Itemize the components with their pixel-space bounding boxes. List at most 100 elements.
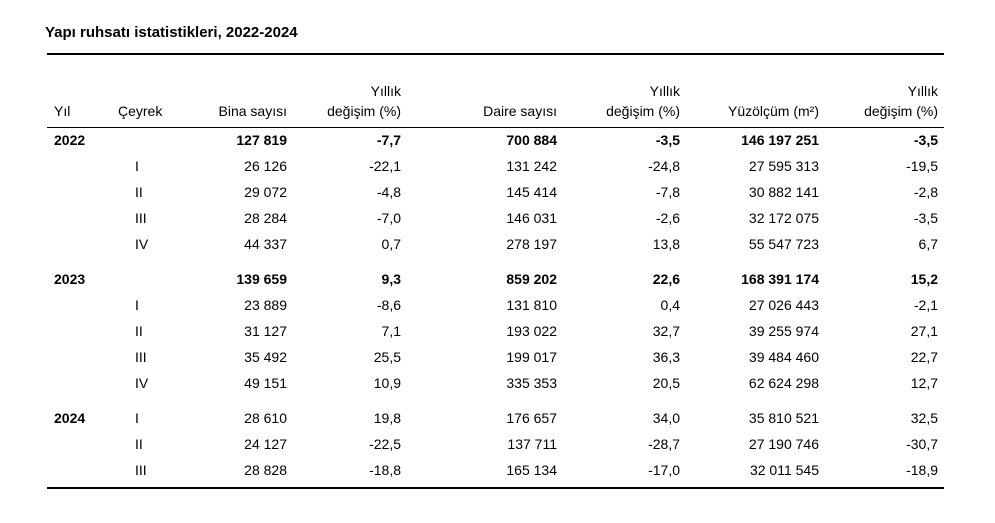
cell-bina-change: 25,5 xyxy=(373,349,401,365)
cell-daire-change: 34,0 xyxy=(652,410,680,426)
page-title: Yapı ruhsatı istatistikleri, 2022-2024 xyxy=(45,24,298,41)
cell-alan-change: -3,5 xyxy=(913,132,938,148)
cell-alan-change: -3,5 xyxy=(913,210,938,226)
cell-bina-change: -7,0 xyxy=(376,210,401,226)
header-daire-change-line2: değişim (%) xyxy=(606,103,680,119)
cell-bina-change: -4,8 xyxy=(376,184,401,200)
table-row: II 29 072 -4,8 145 414 -7,8 30 882 141 -… xyxy=(0,179,995,205)
cell-bina: 127 819 xyxy=(236,132,287,148)
cell-alan: 55 547 723 xyxy=(748,236,819,252)
cell-alan: 39 484 460 xyxy=(748,349,819,365)
cell-alan: 39 255 974 xyxy=(748,323,819,339)
header-bina-change-line1: Yıllık xyxy=(370,83,401,99)
header-divider xyxy=(47,127,944,128)
cell-year: 2023 xyxy=(54,271,86,287)
cell-bina: 35 492 xyxy=(244,349,287,365)
cell-bina-change: -8,6 xyxy=(376,297,401,313)
cell-alan: 168 391 174 xyxy=(741,271,819,287)
cell-alan: 62 624 298 xyxy=(748,375,819,391)
cell-bina-change: -7,7 xyxy=(376,132,401,148)
header-daire-change-line1: Yıllık xyxy=(649,83,680,99)
cell-bina: 44 337 xyxy=(244,236,287,252)
cell-alan: 30 882 141 xyxy=(748,184,819,200)
cell-daire-change: -24,8 xyxy=(648,158,680,174)
cell-daire: 700 884 xyxy=(506,132,557,148)
table-row: II 31 127 7,1 193 022 32,7 39 255 974 27… xyxy=(0,318,995,344)
table-bottom-rule xyxy=(47,487,944,489)
cell-daire-change: 22,6 xyxy=(652,271,680,287)
cell-daire: 199 017 xyxy=(506,349,557,365)
cell-daire: 859 202 xyxy=(506,271,557,287)
cell-bina-change: 0,7 xyxy=(381,236,401,252)
cell-quarter: IV xyxy=(135,236,149,252)
header-daire: Daire sayısı xyxy=(483,103,557,119)
table-row: I 26 126 -22,1 131 242 -24,8 27 595 313 … xyxy=(0,153,995,179)
cell-quarter: III xyxy=(135,210,147,226)
cell-alan-change: 27,1 xyxy=(910,323,938,339)
cell-alan: 27 190 746 xyxy=(748,436,819,452)
table-row: 2022 127 819 -7,7 700 884 -3,5 146 197 2… xyxy=(0,127,995,153)
table-row: IV 44 337 0,7 278 197 13,8 55 547 723 6,… xyxy=(0,231,995,257)
cell-daire: 131 242 xyxy=(506,158,557,174)
cell-daire-change: 32,7 xyxy=(652,323,680,339)
header-alan: Yüzölçüm (m²) xyxy=(727,103,819,119)
cell-daire: 193 022 xyxy=(506,323,557,339)
cell-alan-change: 32,5 xyxy=(910,410,938,426)
cell-bina-change: 9,3 xyxy=(381,271,401,287)
cell-daire-change: -7,8 xyxy=(655,184,680,200)
cell-quarter: III xyxy=(135,462,147,478)
cell-alan-change: -19,5 xyxy=(906,158,938,174)
cell-bina-change: 19,8 xyxy=(373,410,401,426)
cell-bina: 24 127 xyxy=(244,436,287,452)
cell-bina: 139 659 xyxy=(236,271,287,287)
cell-daire-change: -3,5 xyxy=(655,132,680,148)
cell-alan: 27 026 443 xyxy=(748,297,819,313)
cell-bina-change: 7,1 xyxy=(381,323,401,339)
header-yil: Yıl xyxy=(54,103,71,119)
cell-daire: 131 810 xyxy=(506,297,557,313)
header-bina-change-line2: değişim (%) xyxy=(327,103,401,119)
cell-daire-change: 0,4 xyxy=(660,297,680,313)
cell-daire-change: 36,3 xyxy=(652,349,680,365)
table-row: I 23 889 -8,6 131 810 0,4 27 026 443 -2,… xyxy=(0,292,995,318)
cell-alan: 35 810 521 xyxy=(748,410,819,426)
table-row: IV 49 151 10,9 335 353 20,5 62 624 298 1… xyxy=(0,370,995,396)
cell-alan-change: 22,7 xyxy=(910,349,938,365)
cell-quarter: I xyxy=(135,297,139,313)
cell-daire-change: -28,7 xyxy=(648,436,680,452)
header-alan-change-line1: Yıllık xyxy=(907,83,938,99)
cell-daire-change: -17,0 xyxy=(648,462,680,478)
cell-alan-change: 6,7 xyxy=(918,236,938,252)
header-alan-change-line2: değişim (%) xyxy=(864,103,938,119)
table-row: II 24 127 -22,5 137 711 -28,7 27 190 746… xyxy=(0,431,995,457)
cell-quarter: I xyxy=(135,158,139,174)
cell-year: 2022 xyxy=(54,132,86,148)
cell-daire: 176 657 xyxy=(506,410,557,426)
table-row: III 35 492 25,5 199 017 36,3 39 484 460 … xyxy=(0,344,995,370)
cell-alan-change: -18,9 xyxy=(906,462,938,478)
cell-daire-change: 13,8 xyxy=(652,236,680,252)
cell-daire-change: -2,6 xyxy=(655,210,680,226)
cell-bina: 28 284 xyxy=(244,210,287,226)
cell-bina: 28 610 xyxy=(244,410,287,426)
cell-alan-change: 15,2 xyxy=(910,271,938,287)
cell-daire: 335 353 xyxy=(506,375,557,391)
cell-daire: 137 711 xyxy=(507,436,557,452)
table-row: 2024 I 28 610 19,8 176 657 34,0 35 810 5… xyxy=(0,405,995,431)
table-top-rule xyxy=(47,53,944,55)
cell-alan-change: 12,7 xyxy=(910,375,938,391)
cell-bina: 23 889 xyxy=(244,297,287,313)
cell-quarter: III xyxy=(135,349,147,365)
cell-daire: 145 414 xyxy=(506,184,557,200)
cell-bina: 29 072 xyxy=(244,184,287,200)
cell-alan-change: -2,1 xyxy=(913,297,938,313)
cell-quarter: IV xyxy=(135,375,149,391)
cell-quarter: II xyxy=(135,436,143,452)
cell-bina: 31 127 xyxy=(244,323,287,339)
cell-alan-change: -2,8 xyxy=(913,184,938,200)
cell-bina: 26 126 xyxy=(244,158,287,174)
cell-daire: 278 197 xyxy=(506,236,557,252)
cell-bina-change: 10,9 xyxy=(373,375,401,391)
table-row: 2023 139 659 9,3 859 202 22,6 168 391 17… xyxy=(0,266,995,292)
table-row: III 28 284 -7,0 146 031 -2,6 32 172 075 … xyxy=(0,205,995,231)
